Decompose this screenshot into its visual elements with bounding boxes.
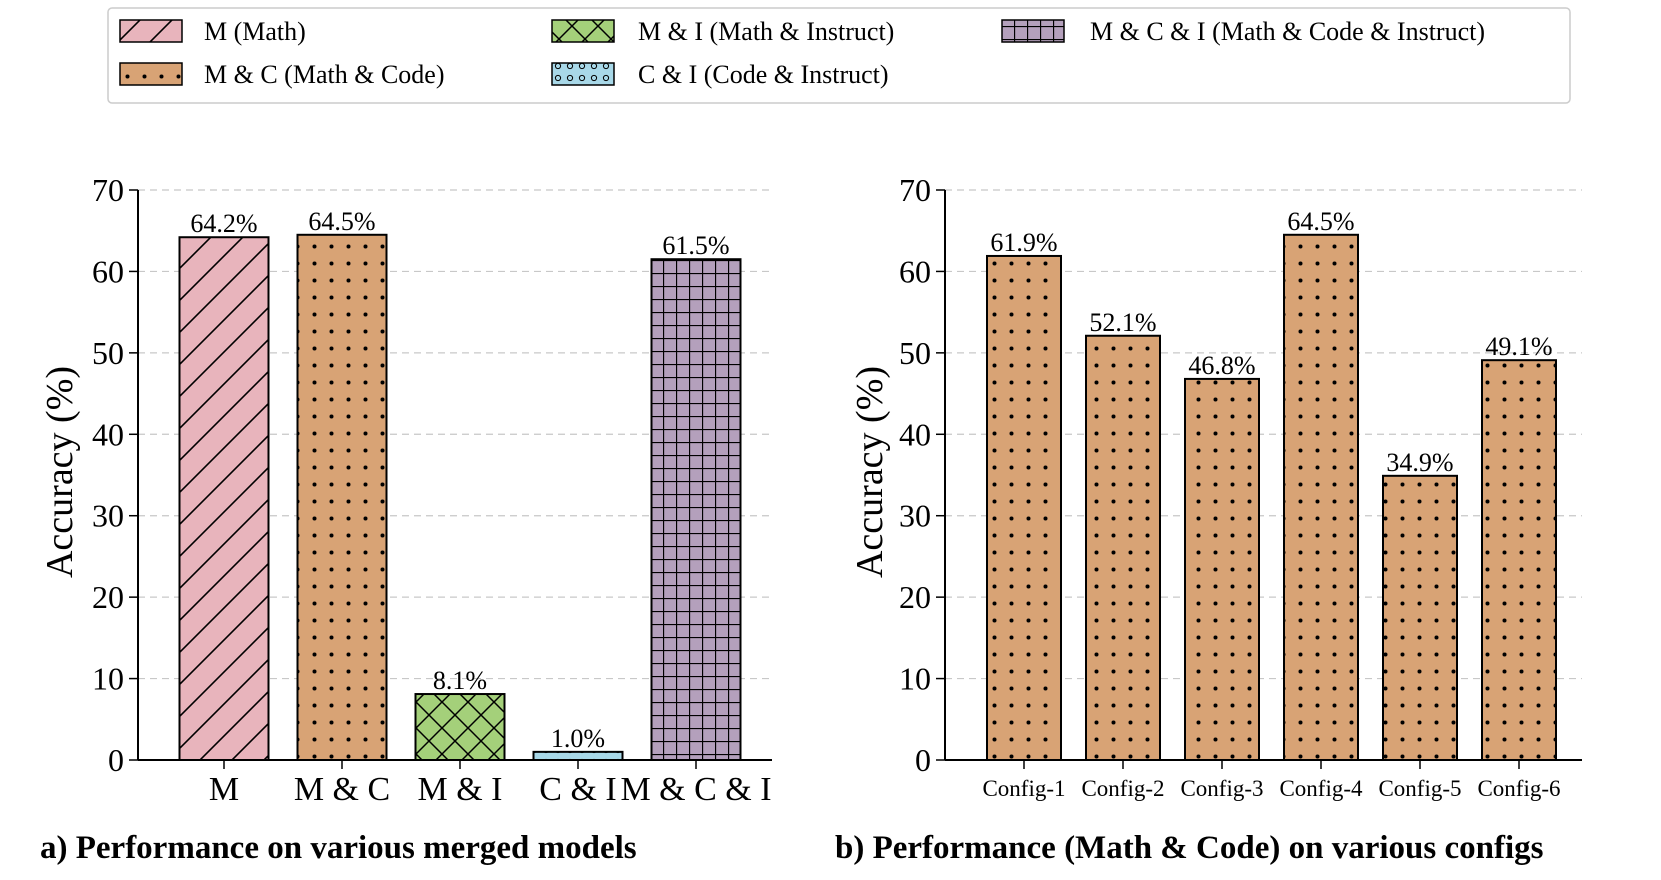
bar-config-5 xyxy=(1382,474,1458,761)
legend-label-math-code-instruct: M & C & I (Math & Code & Instruct) xyxy=(1090,17,1485,46)
bar-config-6 xyxy=(1481,359,1557,761)
panel-b-title: b) Performance (Math & Code) on various … xyxy=(835,830,1544,866)
bar-value-label: 64.2% xyxy=(190,209,257,238)
x-tick-label: M & C xyxy=(294,771,390,808)
bar-config-1 xyxy=(986,254,1062,761)
legend-swatch-math-instruct xyxy=(551,19,615,43)
legend-swatch-code-instruct xyxy=(551,62,615,86)
legend-label-math: M (Math) xyxy=(204,17,306,46)
y-tick-label: 0 xyxy=(108,742,124,778)
y-tick-label: 10 xyxy=(92,661,124,697)
y-tick-label: 70 xyxy=(899,172,931,208)
y-tick-label: 40 xyxy=(92,416,124,452)
y-tick-label: 20 xyxy=(92,579,124,615)
y-tick-label: 30 xyxy=(899,498,931,534)
bar-value-label: 64.5% xyxy=(1287,207,1354,236)
legend-label-code-instruct: C & I (Code & Instruct) xyxy=(638,60,889,89)
y-tick-label: 50 xyxy=(899,335,931,371)
bar-model-3 xyxy=(414,693,506,761)
x-tick-label: M & I xyxy=(418,771,503,808)
bar-model-5 xyxy=(650,258,742,761)
y-tick-label: 40 xyxy=(899,416,931,452)
legend-frame xyxy=(107,7,1571,104)
bar-value-label: 46.8% xyxy=(1188,351,1255,380)
y-tick-label: 60 xyxy=(92,253,124,289)
bar-model-1 xyxy=(178,236,270,761)
y-tick-label: 30 xyxy=(92,498,124,534)
x-tick-label: Config-6 xyxy=(1477,776,1560,801)
bar-value-label: 61.5% xyxy=(662,231,729,260)
bar-config-3 xyxy=(1184,377,1260,761)
y-tick-label: 20 xyxy=(899,579,931,615)
legend-swatch-math-code xyxy=(119,62,183,86)
bar-value-label: 8.1% xyxy=(433,666,487,695)
y-tick-label: 70 xyxy=(92,172,124,208)
bar-value-label: 64.5% xyxy=(308,207,375,236)
x-tick-label: Config-2 xyxy=(1081,776,1164,801)
bar-value-label: 1.0% xyxy=(551,724,605,753)
bar-model-4 xyxy=(532,750,624,761)
y-tick-label: 60 xyxy=(899,253,931,289)
legend-label-math-code: M & C (Math & Code) xyxy=(204,60,445,89)
x-tick-label: Config-5 xyxy=(1378,776,1461,801)
x-tick-label: Config-3 xyxy=(1180,776,1263,801)
bar-value-label: 49.1% xyxy=(1485,332,1552,361)
y-tick-label: 0 xyxy=(915,742,931,778)
legend: M (Math) M & C (Math & Code) M & I (Math… xyxy=(107,7,1571,104)
legend-label-math-instruct: M & I (Math & Instruct) xyxy=(638,17,894,46)
x-tick-label: M & C & I xyxy=(620,771,771,808)
bar-value-label: 52.1% xyxy=(1089,308,1156,337)
bar-config-2 xyxy=(1085,334,1161,761)
x-tick-label: Config-1 xyxy=(982,776,1065,801)
panel-b-configs: Accuracy (%) b) Performance (Math & Code… xyxy=(835,172,1582,866)
legend-swatch-math-code-instruct xyxy=(1001,19,1065,43)
x-tick-label: Config-4 xyxy=(1279,776,1363,801)
panel-a-ylabel: Accuracy (%) xyxy=(39,366,81,578)
panel-b-ylabel: Accuracy (%) xyxy=(849,366,891,578)
bar-value-label: 34.9% xyxy=(1386,448,1453,477)
x-tick-label: M xyxy=(209,771,239,808)
legend-swatch-math xyxy=(119,19,183,43)
bar-value-label: 61.9% xyxy=(990,228,1057,257)
panel-a-title: a) Performance on various merged models xyxy=(40,830,637,866)
y-tick-label: 50 xyxy=(92,335,124,371)
bar-config-4 xyxy=(1283,233,1359,762)
y-tick-label: 10 xyxy=(899,661,931,697)
panel-a-merged-models: Accuracy (%) a) Performance on various m… xyxy=(39,172,772,866)
x-tick-label: C & I xyxy=(539,771,616,808)
bar-model-2 xyxy=(296,233,388,762)
